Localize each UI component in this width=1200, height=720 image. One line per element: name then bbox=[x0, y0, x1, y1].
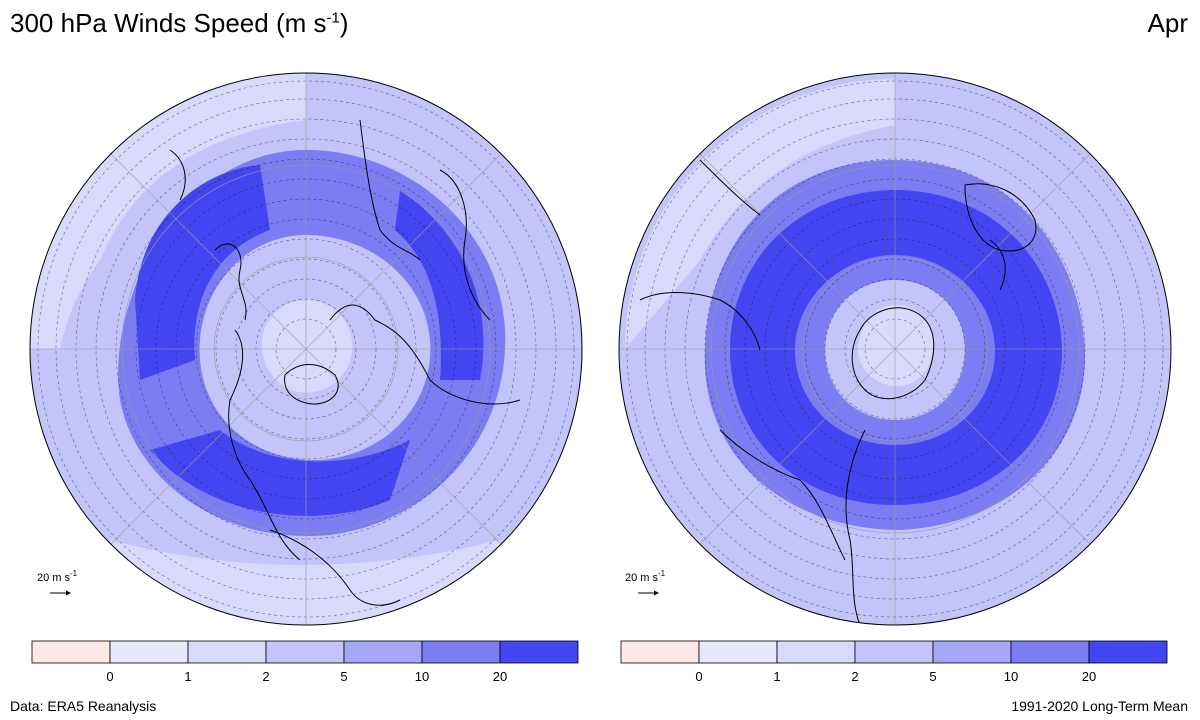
month-label: Apr bbox=[1147, 8, 1188, 38]
colorbar-south: 0 1 2 5 10 20 bbox=[620, 640, 1168, 684]
reference-vector-north: 20 m s-1 bbox=[37, 569, 78, 596]
north-jet-core-west bbox=[135, 165, 270, 380]
reference-vector-label: 20 m s-1 bbox=[37, 569, 78, 584]
data-source-label: Data: ERA5 Reanalysis bbox=[10, 698, 157, 714]
colorbar-tick-label: 2 bbox=[851, 669, 858, 684]
colorbar-tick-label: 5 bbox=[929, 669, 936, 684]
south-light-band bbox=[625, 79, 895, 349]
colorbar-swatch bbox=[854, 640, 934, 664]
colorbar-swatch bbox=[1010, 640, 1090, 664]
colorbar-tick-label: 10 bbox=[415, 669, 429, 684]
colorbar-swatch bbox=[31, 640, 111, 664]
colorbar-tick-label: 0 bbox=[106, 669, 113, 684]
south-coastlines bbox=[639, 159, 1037, 625]
north-polar-calm bbox=[261, 300, 353, 393]
colorbar-swatch bbox=[932, 640, 1012, 664]
page-title: 300 hPa Winds Speed (m s-1) bbox=[10, 8, 349, 38]
colorbar-tick-label: 20 bbox=[1082, 669, 1096, 684]
colorbar-north: 0 1 2 5 10 20 bbox=[31, 640, 579, 684]
north-jet-core-south bbox=[150, 430, 410, 516]
south-polar-map bbox=[618, 72, 1172, 626]
colorbar-swatch bbox=[620, 640, 700, 664]
north-graticule bbox=[30, 73, 582, 625]
colorbar-tick-label: 10 bbox=[1004, 669, 1018, 684]
colorbar-tick-label: 1 bbox=[184, 669, 191, 684]
colorbar-swatch bbox=[421, 640, 501, 664]
colorbar-swatch bbox=[187, 640, 267, 664]
reference-vector-label: 20 m s-1 bbox=[625, 569, 666, 584]
colorbar-swatch bbox=[265, 640, 345, 664]
south-jet-core bbox=[730, 190, 1062, 505]
colorbar-swatch bbox=[109, 640, 189, 664]
colorbar-tick-label: 5 bbox=[340, 669, 347, 684]
colorbar-swatch bbox=[499, 640, 579, 664]
period-label: 1991-2020 Long-Term Mean bbox=[1011, 698, 1188, 714]
colorbar-tick-label: 0 bbox=[695, 669, 702, 684]
colorbar-swatch bbox=[698, 640, 778, 664]
colorbar-tick-label: 20 bbox=[493, 669, 507, 684]
reference-vector-south: 20 m s-1 bbox=[625, 569, 666, 596]
north-polar-map bbox=[29, 72, 583, 626]
colorbar-swatch bbox=[343, 640, 423, 664]
colorbar-tick-label: 2 bbox=[262, 669, 269, 684]
north-coastlines bbox=[169, 119, 521, 606]
south-graticule bbox=[619, 73, 1171, 625]
colorbar-tick-label: 1 bbox=[773, 669, 780, 684]
colorbar-swatch bbox=[1088, 640, 1168, 664]
colorbar-swatch bbox=[776, 640, 856, 664]
